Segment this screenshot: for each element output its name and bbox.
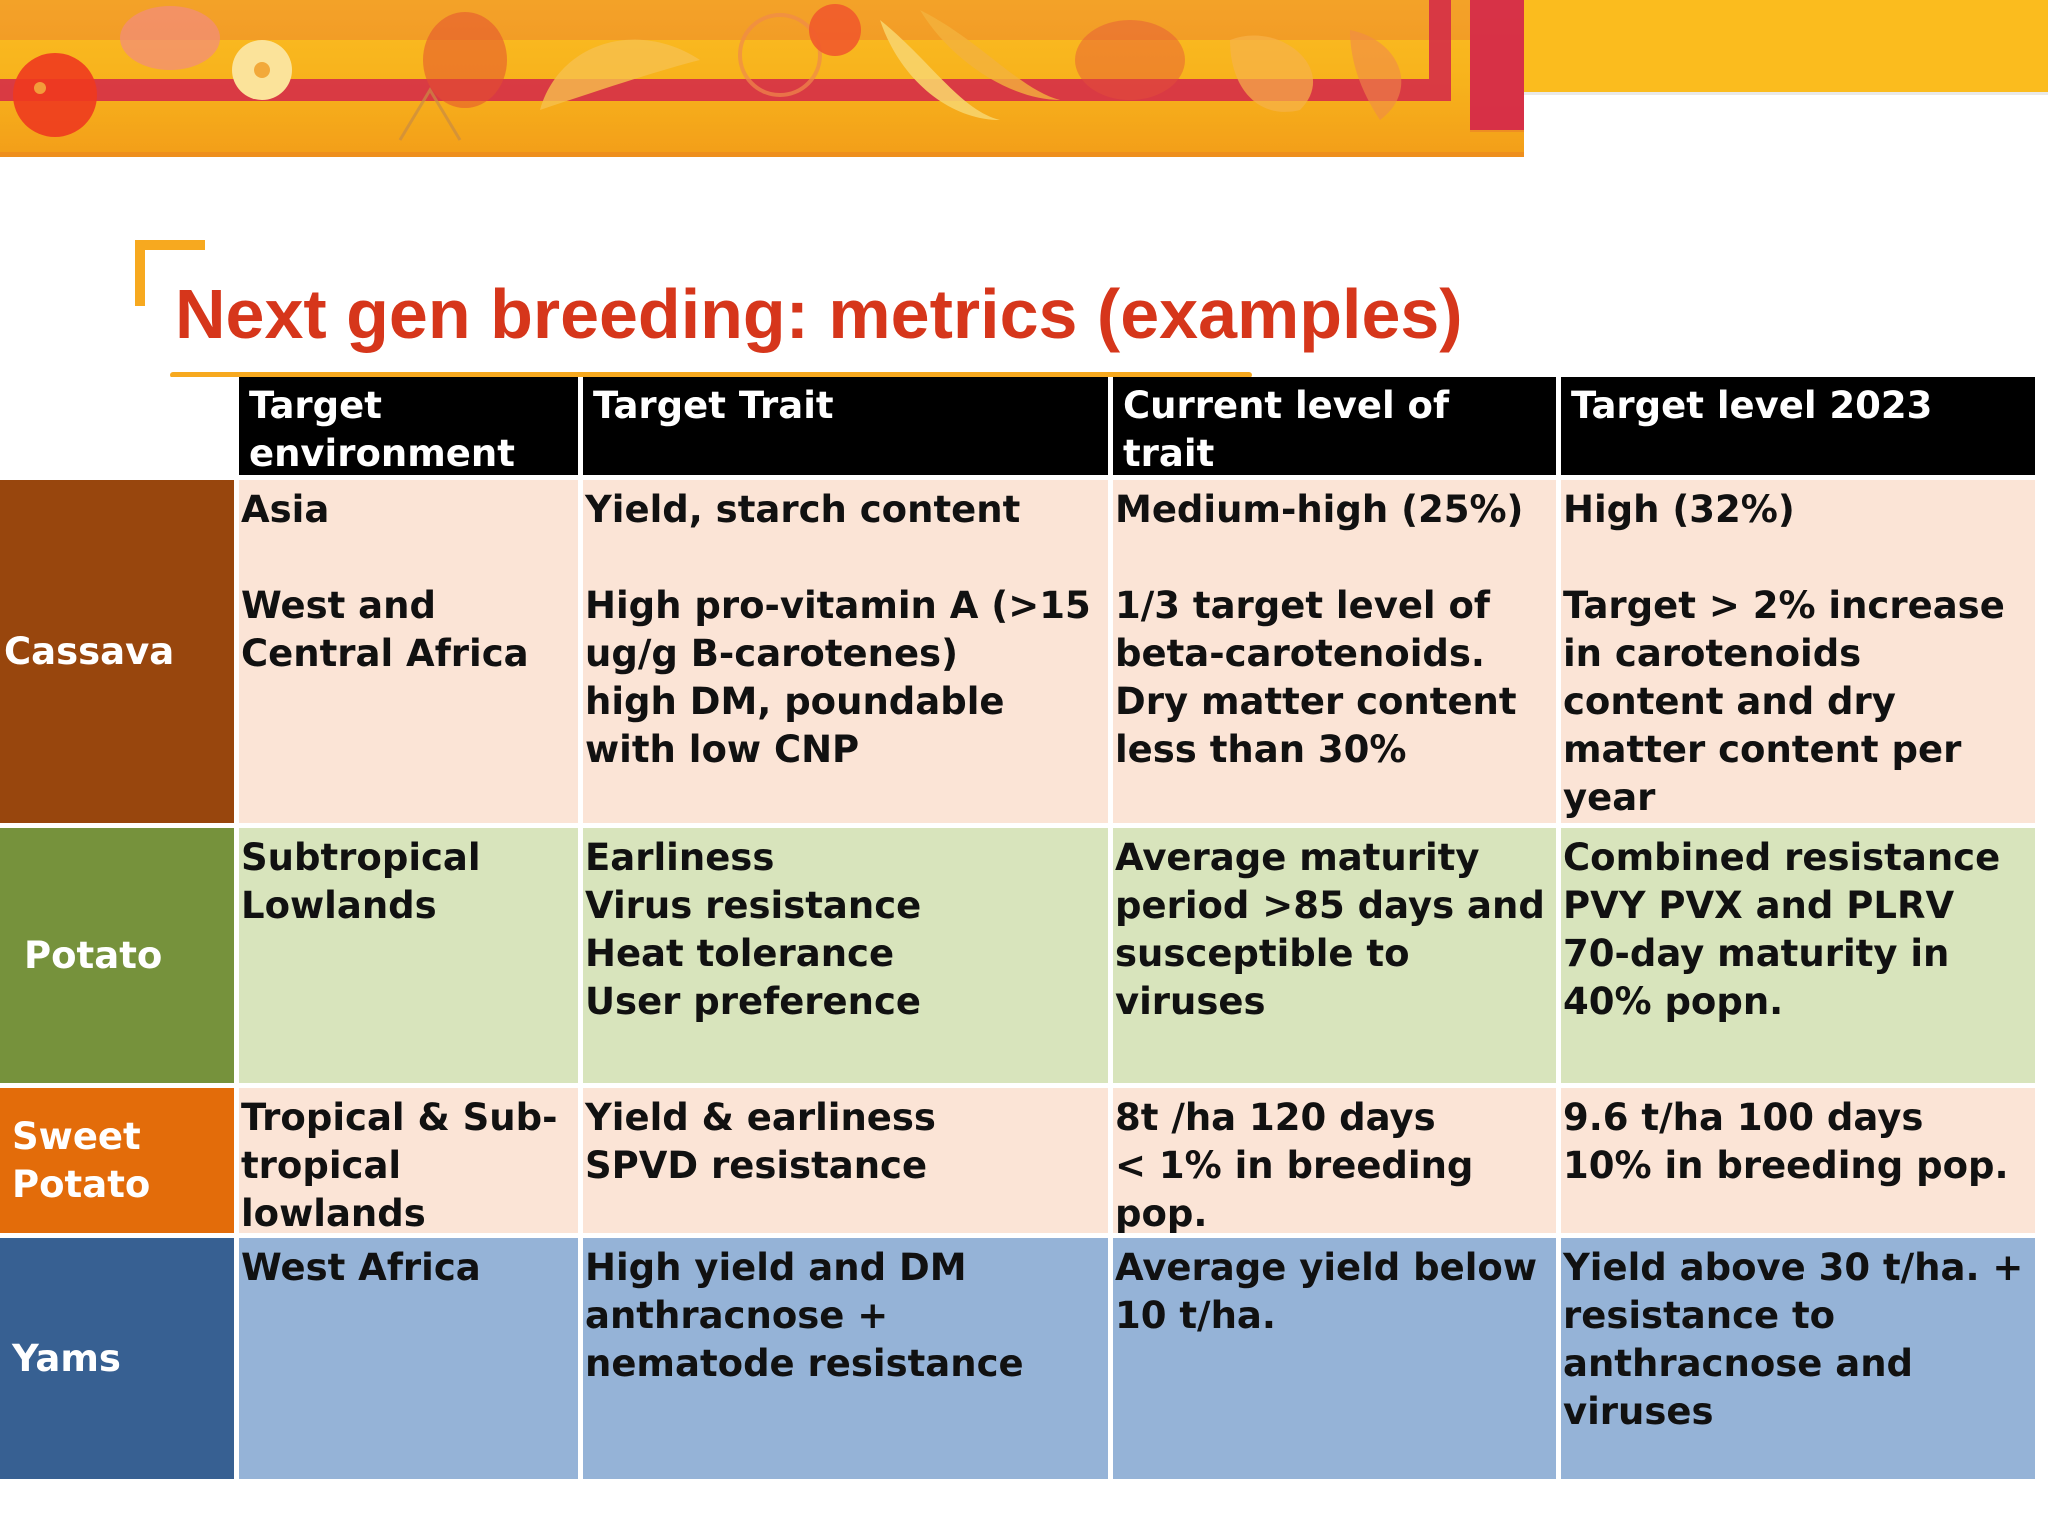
sweet-potato-environment-cell: Tropical & Sub- tropical lowlands: [239, 1088, 578, 1233]
row-label-cassava: Cassava: [0, 480, 234, 823]
sweet-potato-trait-cell: Yield & earliness SPVD resistance: [583, 1088, 1108, 1233]
potato-current-level-cell: Average maturity period >85 days and sus…: [1113, 828, 1556, 1083]
row-label-potato: Potato: [0, 828, 234, 1083]
column-header-target-level-2023: Target level 2023: [1561, 377, 2035, 475]
sweet-potato-target-level-cell: 9.6 t/ha 100 days 10% in breeding pop.: [1561, 1088, 2035, 1233]
table-corner-cell: [0, 377, 234, 475]
potato-target-level-cell: Combined resistance PVY PVX and PLRV 70-…: [1561, 828, 2035, 1083]
banner-yellow-band: [1510, 0, 2048, 95]
cassava-current-level-cell: Medium-high (25%) 1/3 target level of be…: [1113, 480, 1556, 823]
column-header-current-level: Current level of trait: [1113, 377, 1556, 475]
fruit-and-vegetable-illustration-icon: [0, 0, 1524, 141]
page-title: Next gen breeding: metrics (examples): [175, 275, 1463, 353]
cassava-trait-cell: Yield, starch content High pro-vitamin A…: [583, 480, 1108, 823]
breeding-metrics-table: Target environment Target Trait Current …: [0, 377, 2035, 1479]
yams-current-level-cell: Average yield below 10 t/ha.: [1113, 1238, 1556, 1479]
yams-environment-cell: West Africa: [239, 1238, 578, 1479]
header-banner: [0, 0, 1524, 157]
sweet-potato-current-level-cell: 8t /ha 120 days < 1% in breeding pop.: [1113, 1088, 1556, 1233]
yams-target-level-cell: Yield above 30 t/ha. + resistance to ant…: [1561, 1238, 2035, 1479]
title-bracket-decoration: [135, 240, 205, 306]
cassava-target-level-cell: High (32%) Target > 2% increase in carot…: [1561, 480, 2035, 823]
column-header-target-trait: Target Trait: [583, 377, 1108, 475]
cassava-environment-cell: Asia West and Central Africa: [239, 480, 578, 823]
yams-trait-cell: High yield and DM anthracnose + nematode…: [583, 1238, 1108, 1479]
column-header-target-environment: Target environment: [239, 377, 578, 475]
potato-environment-cell: Subtropical Lowlands: [239, 828, 578, 1083]
row-label-sweet-potato: Sweet Potato: [0, 1088, 234, 1233]
potato-trait-cell: Earliness Virus resistance Heat toleranc…: [583, 828, 1108, 1083]
row-label-yams: Yams: [0, 1238, 234, 1479]
title-underline: [170, 372, 1252, 378]
